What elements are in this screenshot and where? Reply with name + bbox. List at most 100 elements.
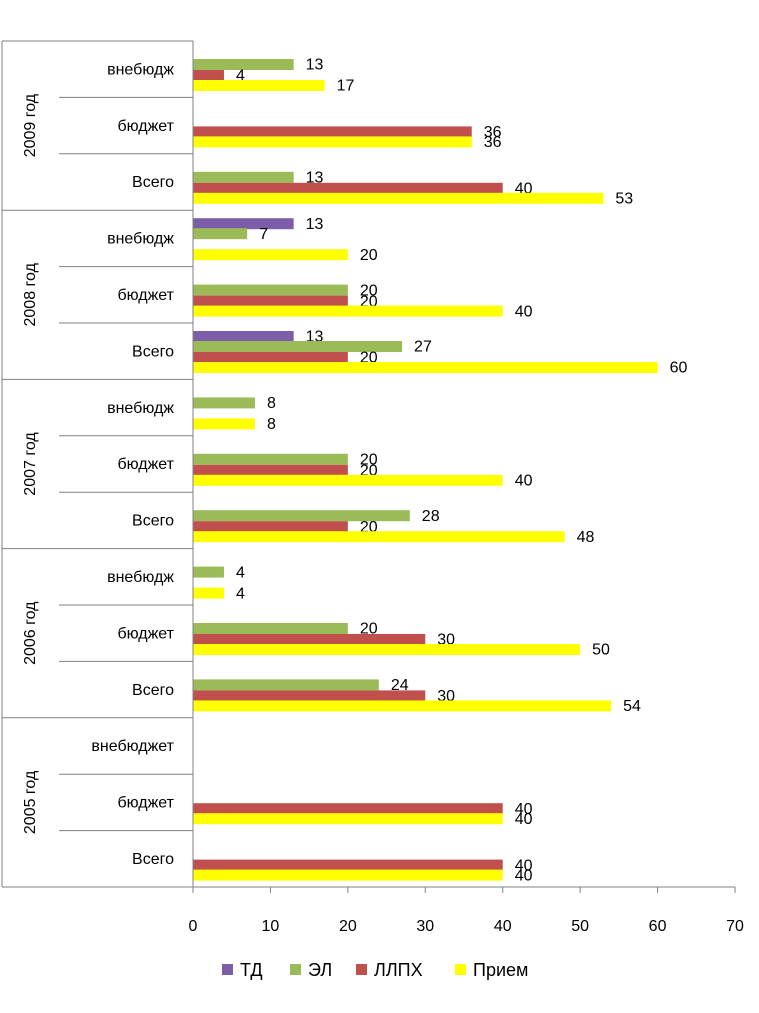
bar-эл <box>193 284 348 296</box>
data-label: 40 <box>515 867 533 884</box>
bar-ллпх <box>193 70 224 81</box>
bar-эл <box>193 679 379 691</box>
bar-ллпх <box>193 182 503 194</box>
x-tick-label: 30 <box>416 918 434 935</box>
legend-swatch-ллпх <box>356 964 367 975</box>
category-label: бюджет <box>117 625 174 642</box>
bar-ллпх <box>193 634 426 645</box>
data-label: 40 <box>515 303 533 320</box>
year-label: 2008 год <box>22 262 39 326</box>
bar-ллпх <box>193 295 348 307</box>
bar-ллпх <box>193 521 348 533</box>
x-tick-label: 10 <box>262 918 280 935</box>
bar-прием <box>193 813 503 825</box>
data-label: 54 <box>623 698 641 715</box>
bar-ллпх <box>193 464 348 476</box>
legend-label: ЛЛПХ <box>374 960 423 980</box>
data-label: 7 <box>259 226 268 243</box>
bar-эл <box>193 341 403 352</box>
year-label: 2009 год <box>22 93 39 157</box>
bar-прием <box>193 474 503 486</box>
bar-прием <box>193 80 325 91</box>
bar-ллпх <box>193 126 472 138</box>
bar-ллпх <box>193 859 503 871</box>
data-label: 4 <box>236 68 245 85</box>
data-label: 4 <box>236 585 245 602</box>
data-label: 36 <box>484 124 502 141</box>
x-tick-label: 70 <box>726 918 744 935</box>
bar-эл <box>193 453 348 465</box>
data-label: 60 <box>670 360 688 377</box>
bar-эл <box>193 566 224 578</box>
legend-label: Прием <box>473 960 528 980</box>
year-label: 2007 год <box>22 432 39 496</box>
data-label: 13 <box>306 57 324 74</box>
category-label: Всего <box>132 851 174 868</box>
bar-эл <box>193 59 294 70</box>
data-label: 40 <box>515 811 533 828</box>
bar-прием <box>193 136 472 148</box>
bar-ллпх <box>193 352 348 363</box>
data-label: 53 <box>615 191 633 208</box>
category-label: бюджет <box>117 456 174 473</box>
data-label: 40 <box>515 857 533 874</box>
year-label: 2006 год <box>22 601 39 665</box>
bar-эл <box>193 397 255 409</box>
bar-эл <box>193 171 294 183</box>
data-label: 13 <box>306 216 324 233</box>
bar-прием <box>193 362 658 373</box>
legend-swatch-тд <box>222 964 233 975</box>
data-label: 24 <box>391 677 409 694</box>
data-label: 28 <box>422 508 440 525</box>
bar-эл <box>193 623 348 634</box>
category-label: бюджет <box>117 287 174 304</box>
bar-ллпх <box>193 690 426 702</box>
bar-прием <box>193 531 565 543</box>
category-label: Всего <box>132 513 174 530</box>
category-label: внебюджет <box>91 738 174 755</box>
data-label: 20 <box>360 452 378 469</box>
x-tick-label: 60 <box>649 918 667 935</box>
bar-прием <box>193 869 503 881</box>
data-label: 20 <box>360 621 378 638</box>
data-label: 20 <box>360 247 378 264</box>
legend-label: ЭЛ <box>308 960 332 980</box>
category-label: Всего <box>132 343 174 360</box>
category-label: внебюдж <box>107 400 174 417</box>
bar-тд <box>193 218 294 230</box>
bar-прием <box>193 192 604 204</box>
bar-прием <box>193 644 581 655</box>
bar-эл <box>193 510 410 522</box>
x-tick-label: 40 <box>494 918 512 935</box>
bar-прием <box>193 700 612 712</box>
category-label: внебюдж <box>107 61 174 78</box>
data-label: 48 <box>577 529 595 546</box>
data-label: 50 <box>592 642 610 659</box>
legend-swatch-эл <box>290 964 301 975</box>
x-tick-label: 0 <box>189 918 198 935</box>
bar-прием <box>193 305 503 317</box>
category-label: бюджет <box>117 118 174 135</box>
category-label: внебюдж <box>107 231 174 248</box>
data-label: 17 <box>337 78 355 95</box>
category-label: внебюдж <box>107 569 174 586</box>
category-label: бюджет <box>117 795 174 812</box>
data-label: 40 <box>515 801 533 818</box>
category-label: Всего <box>132 174 174 191</box>
bar-эл <box>193 228 248 240</box>
data-label: 36 <box>484 134 502 151</box>
data-label: 8 <box>267 416 276 433</box>
bar-прием <box>193 418 255 430</box>
bar-тд <box>193 331 294 342</box>
data-label: 4 <box>236 564 245 581</box>
bar-прием <box>193 249 348 261</box>
data-label: 27 <box>414 339 432 356</box>
bar-прием <box>193 587 224 599</box>
data-label: 20 <box>360 282 378 299</box>
year-label: 2005 год <box>22 770 39 834</box>
data-label: 40 <box>515 473 533 490</box>
category-label: Всего <box>132 682 174 699</box>
legend-swatch-прием <box>455 964 466 975</box>
